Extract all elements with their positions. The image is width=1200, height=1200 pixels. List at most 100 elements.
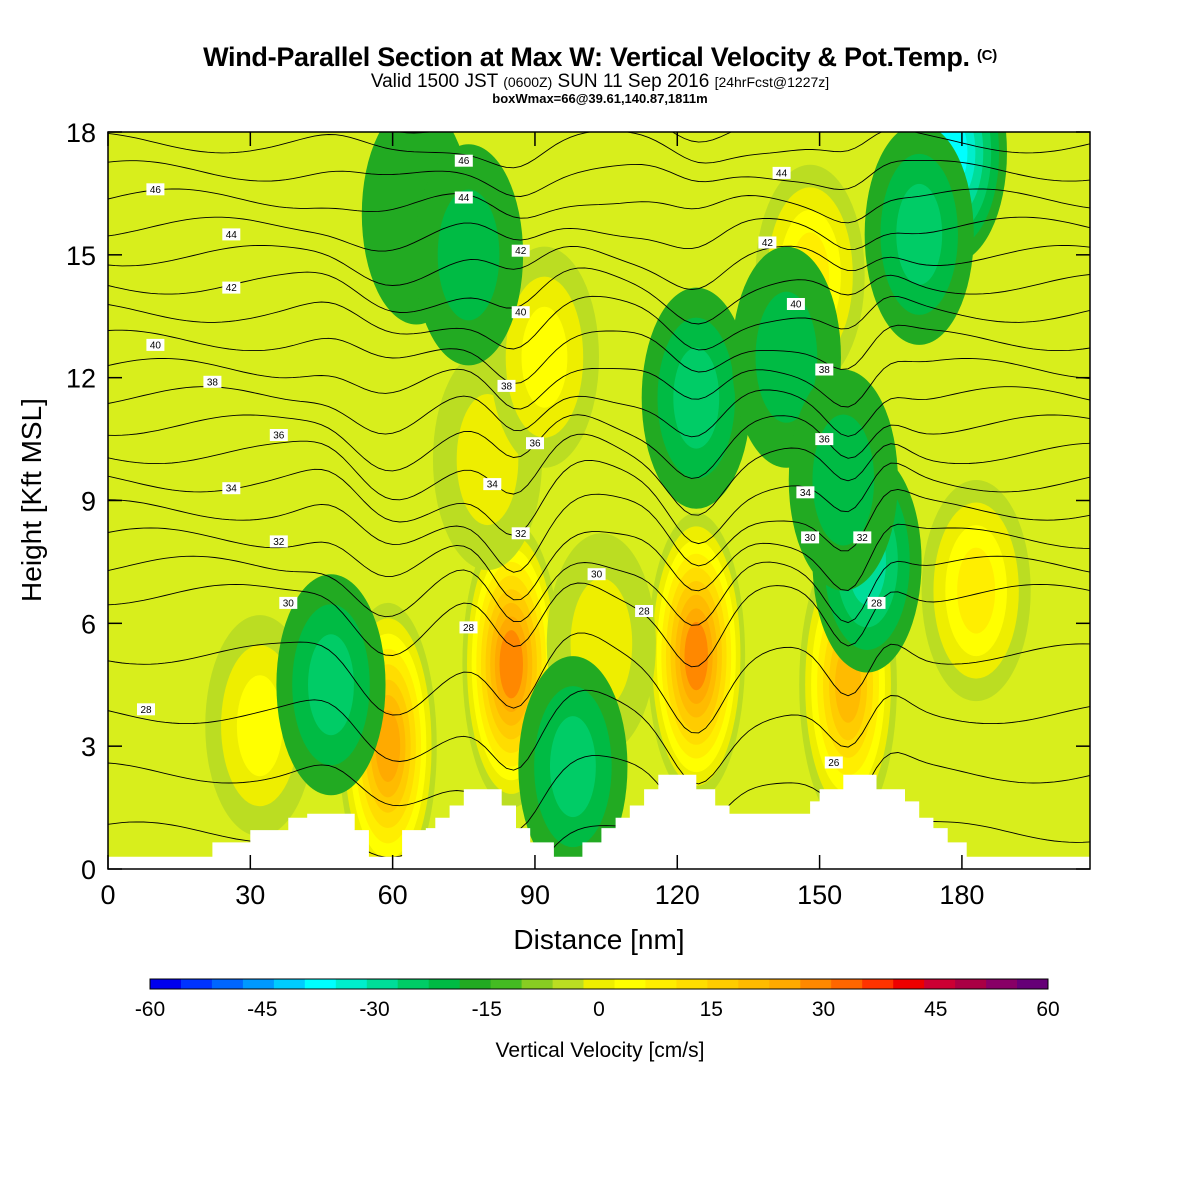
theta-label: 40 xyxy=(786,298,805,311)
theta-label: 32 xyxy=(511,527,530,540)
theta-label: 38 xyxy=(203,375,222,388)
theta-contour xyxy=(108,433,1090,516)
theta-label-text: 42 xyxy=(226,283,238,294)
velocity-level xyxy=(957,547,996,634)
theta-contour xyxy=(108,324,1090,384)
y-tick-label: 12 xyxy=(66,364,96,394)
colorbar-swatch xyxy=(459,979,492,989)
theta-label: 34 xyxy=(796,486,815,499)
theta-label: 32 xyxy=(269,535,288,548)
velocity-level xyxy=(437,189,500,321)
theta-label: 46 xyxy=(454,154,473,167)
theta-label-text: 42 xyxy=(762,238,774,249)
theta-contour xyxy=(108,188,1090,224)
theta-contour xyxy=(108,689,1090,785)
theta-label-text: 34 xyxy=(487,480,499,491)
theta-label-text: 30 xyxy=(591,570,603,581)
theta-label-text: 28 xyxy=(140,705,152,716)
theta-label: 28 xyxy=(459,621,478,634)
theta-label: 42 xyxy=(222,281,241,294)
velocity-cells xyxy=(205,132,1031,869)
theta-contour xyxy=(108,555,1090,626)
colorbar-swatch xyxy=(583,979,615,989)
theta-label: 28 xyxy=(867,596,886,609)
y-tick-label: 9 xyxy=(81,487,96,517)
theta-label-text: 42 xyxy=(515,246,527,257)
colorbar-swatch xyxy=(490,979,523,989)
theta-label: 36 xyxy=(526,437,544,450)
theta-contour xyxy=(108,357,1090,410)
theta-label-text: 38 xyxy=(819,365,831,376)
y-axis-title: Height [Kft MSL] xyxy=(16,398,47,602)
theta-label: 30 xyxy=(279,596,298,609)
colorbar-swatch xyxy=(862,979,894,989)
theta-label: 32 xyxy=(853,531,872,544)
theta-label-text: 28 xyxy=(639,607,651,618)
colorbar-swatch xyxy=(986,979,1018,989)
x-tick-label: 120 xyxy=(655,880,700,910)
theta-label: 26 xyxy=(824,756,843,769)
theta-label: 44 xyxy=(772,166,791,179)
colorbar-swatch xyxy=(955,979,987,989)
colorbar-swatch xyxy=(150,979,182,989)
colorbar-swatch xyxy=(800,979,832,989)
theta-contour xyxy=(108,488,1090,573)
colorbar-swatch xyxy=(1017,979,1049,989)
theta-label-text: 28 xyxy=(463,623,475,634)
theta-label-text: 44 xyxy=(776,168,788,179)
theta-contour xyxy=(108,216,1090,252)
theta-label-text: 30 xyxy=(805,533,817,544)
theta-label-text: 36 xyxy=(529,439,541,450)
subtitle-forecast: [24hrFcst@1227z] xyxy=(714,74,830,90)
theta-label-text: 46 xyxy=(150,185,162,196)
colorbar-swatch xyxy=(335,979,368,989)
plot-area: 46 44 42 40 38 36 34 32 30 28 46 44 42 40 38 36 34 32 30 28… xyxy=(108,132,1090,869)
theta-label: 38 xyxy=(815,363,834,376)
theta-label: 40 xyxy=(146,338,165,351)
theta-label-text: 36 xyxy=(819,435,831,446)
title-mark: (C) xyxy=(976,47,997,64)
colorbar-swatch xyxy=(738,979,770,989)
x-tick-label: 0 xyxy=(100,880,115,910)
y-tick-label: 15 xyxy=(66,241,96,271)
subtitle-valid: Valid 1500 JST xyxy=(370,71,498,92)
theta-label: 34 xyxy=(483,478,502,491)
theta-contour xyxy=(108,244,1090,291)
velocity-cell xyxy=(276,574,386,796)
theta-label-text: 38 xyxy=(207,377,219,388)
theta-label: 34 xyxy=(222,482,241,495)
colorbar-tick-label: 60 xyxy=(1036,998,1059,1021)
theta-contour xyxy=(108,582,1090,668)
subtitle-zulu: (0600Z) xyxy=(503,74,553,90)
y-tick-label: 6 xyxy=(81,609,96,639)
colorbar-tick-label: 45 xyxy=(924,998,947,1021)
theta-label: 42 xyxy=(758,236,777,249)
y-tick-label: 18 xyxy=(66,118,96,148)
theta-label-text: 44 xyxy=(458,193,470,204)
theta-label: 36 xyxy=(269,429,288,442)
colorbar-tick-label: -60 xyxy=(135,998,165,1021)
theta-label-text: 34 xyxy=(800,488,812,499)
theta-label-text: 40 xyxy=(515,308,527,319)
theta-contour xyxy=(108,632,1090,734)
colorbar-swatch xyxy=(831,979,863,989)
subtitle-date: SUN 11 Sep 2016 xyxy=(557,71,710,92)
theta-contour xyxy=(108,267,1090,325)
velocity-cell xyxy=(864,132,974,345)
colorbar-swatch xyxy=(366,979,399,989)
velocity-cell xyxy=(647,512,746,800)
velocity-cell xyxy=(641,287,751,509)
theta-contour xyxy=(108,159,1090,197)
colorbar-frame xyxy=(149,978,1049,990)
theta-label-text: 46 xyxy=(458,156,470,167)
colorbar-tick-label: -15 xyxy=(472,998,502,1021)
theta-label: 46 xyxy=(146,183,165,196)
theta-label: 38 xyxy=(497,379,516,392)
theta-contour xyxy=(108,132,1090,169)
colorbar-swatch xyxy=(707,979,739,989)
theta-label-text: 32 xyxy=(273,537,285,548)
colorbar-swatch xyxy=(521,979,554,989)
theta-label: 44 xyxy=(454,191,473,204)
